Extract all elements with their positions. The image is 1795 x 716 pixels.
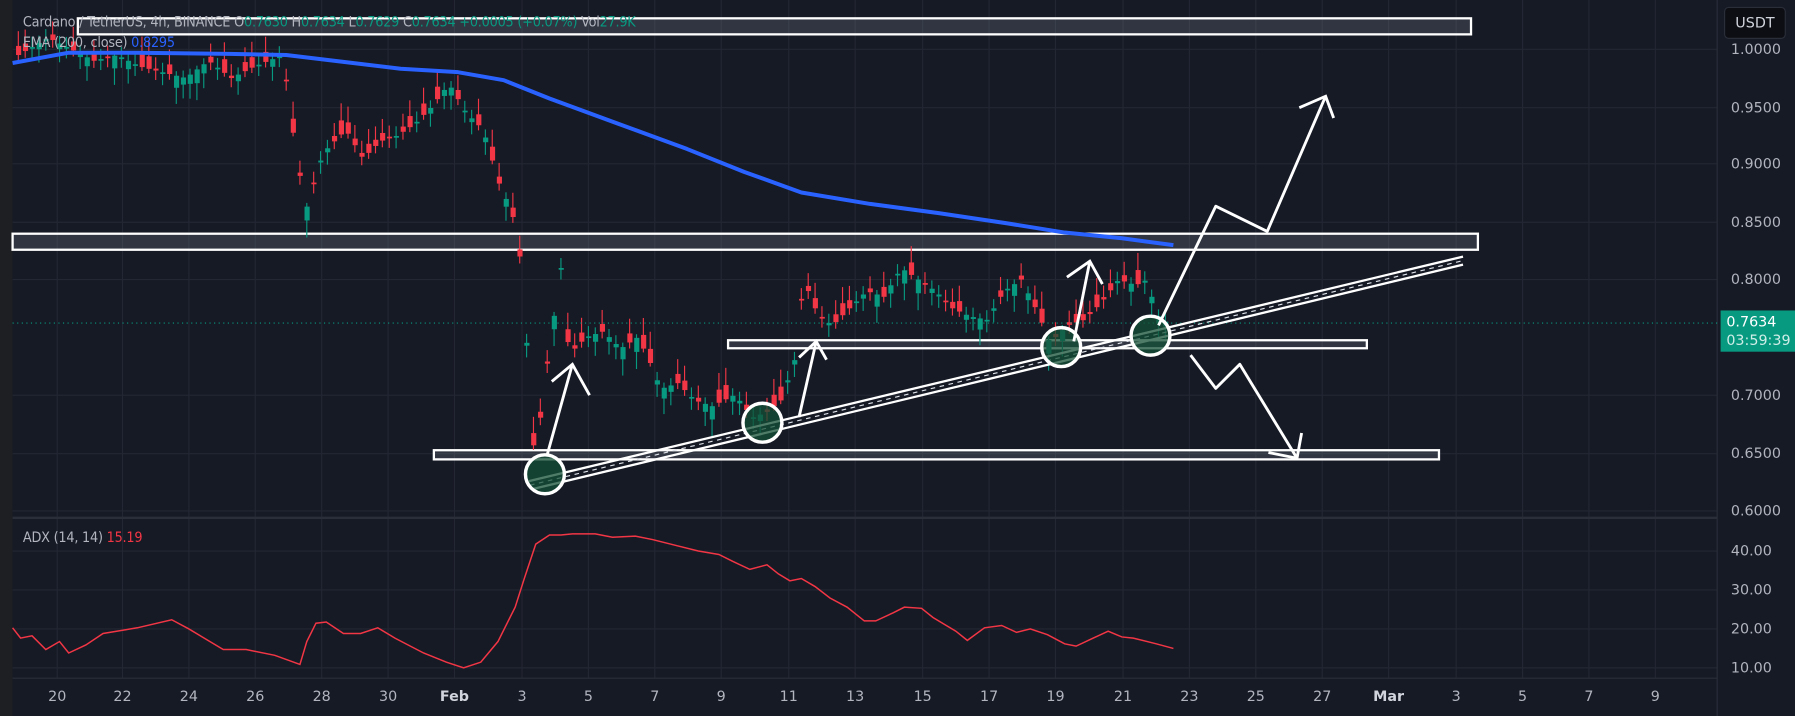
date-tick-label: 17 [979,687,999,705]
date-tick-label: 25 [1246,687,1265,705]
date-tick-label: Mar [1373,687,1405,705]
date-tick-label: 30 [378,687,398,705]
trend-annotations[interactable] [523,94,1464,496]
ema-200-line [12,50,1174,248]
change-value: +0.0005 (+0.07%) [459,12,578,30]
close-value: 0.7634 [411,12,456,30]
open-value: 0.7630 [243,12,288,30]
adx-tick-label: 10.00 [1730,658,1772,676]
currency-button[interactable]: USDT [1724,6,1786,39]
date-tick-label: 5 [583,687,593,705]
date-tick-label: 19 [1046,687,1065,705]
date-tick-label: Feb [439,687,470,705]
grid-lines [12,0,1718,716]
high-value: 0.7634 [300,12,345,30]
date-tick-label: 22 [113,687,132,705]
ema-legend[interactable]: EMA (200, close) 0.8295 [23,33,175,50]
date-tick-label: 15 [913,687,932,705]
date-tick-label: 9 [716,687,726,705]
low-value: 0.7629 [355,12,400,30]
price-tick-label: 1.0000 [1730,40,1781,58]
date-tick-label: 26 [246,687,265,705]
date-tick-label: 7 [1584,687,1594,705]
date-tick-label: 21 [1113,687,1133,705]
date-tick-label: 27 [1313,687,1332,705]
date-tick-label: 13 [846,687,865,705]
date-tick-label: 3 [517,687,527,705]
date-tick-label: 20 [48,687,67,705]
price-tick-label: 0.6500 [1730,444,1781,462]
ema-value: 0.8295 [131,33,175,51]
symbol-name: Cardano / TetherUS, 4h, BINANCE [22,12,231,30]
date-tick-label: 3 [1451,687,1461,705]
adx-tick-label: 40.00 [1730,541,1772,560]
date-tick-label: 23 [1180,687,1199,705]
adx-label: ADX (14, 14) [22,528,103,546]
price-tick-label: 0.9500 [1730,98,1781,116]
price-tick-label: 0.8500 [1730,213,1781,231]
adx-legend[interactable]: ADX (14, 14) 15.19 [22,528,143,546]
adx-value: 15.19 [106,528,143,546]
last-price-tag: 0.7634 03:59:39 [1720,310,1795,352]
price-tick-label: 0.6000 [1730,501,1781,519]
date-tick-label: 9 [1650,687,1660,705]
date-tick-label: 24 [179,687,198,705]
adx-line [12,533,1174,669]
price-tick-label: 0.7000 [1730,386,1781,404]
symbol-legend[interactable]: Cardano / TetherUS, 4h, BINANCE O0.7630 … [22,12,636,30]
ema-label: EMA (200, close) [22,33,128,51]
adx-tick-label: 30.00 [1730,580,1772,599]
last-price-value: 0.7634 [1726,312,1777,330]
price-tick-label: 0.9000 [1730,154,1781,172]
date-tick-label: 28 [312,687,331,705]
left-toolbar-edge [0,0,13,716]
bar-countdown: 03:59:39 [1726,331,1791,349]
adx-tick-label: 20.00 [1730,619,1772,637]
date-tick-label: 5 [1517,687,1528,705]
price-tick-label: 0.8000 [1730,270,1781,288]
volume-value: 27.9K [599,12,636,30]
date-tick-label: 11 [779,687,798,705]
date-tick-label: 7 [650,687,660,705]
